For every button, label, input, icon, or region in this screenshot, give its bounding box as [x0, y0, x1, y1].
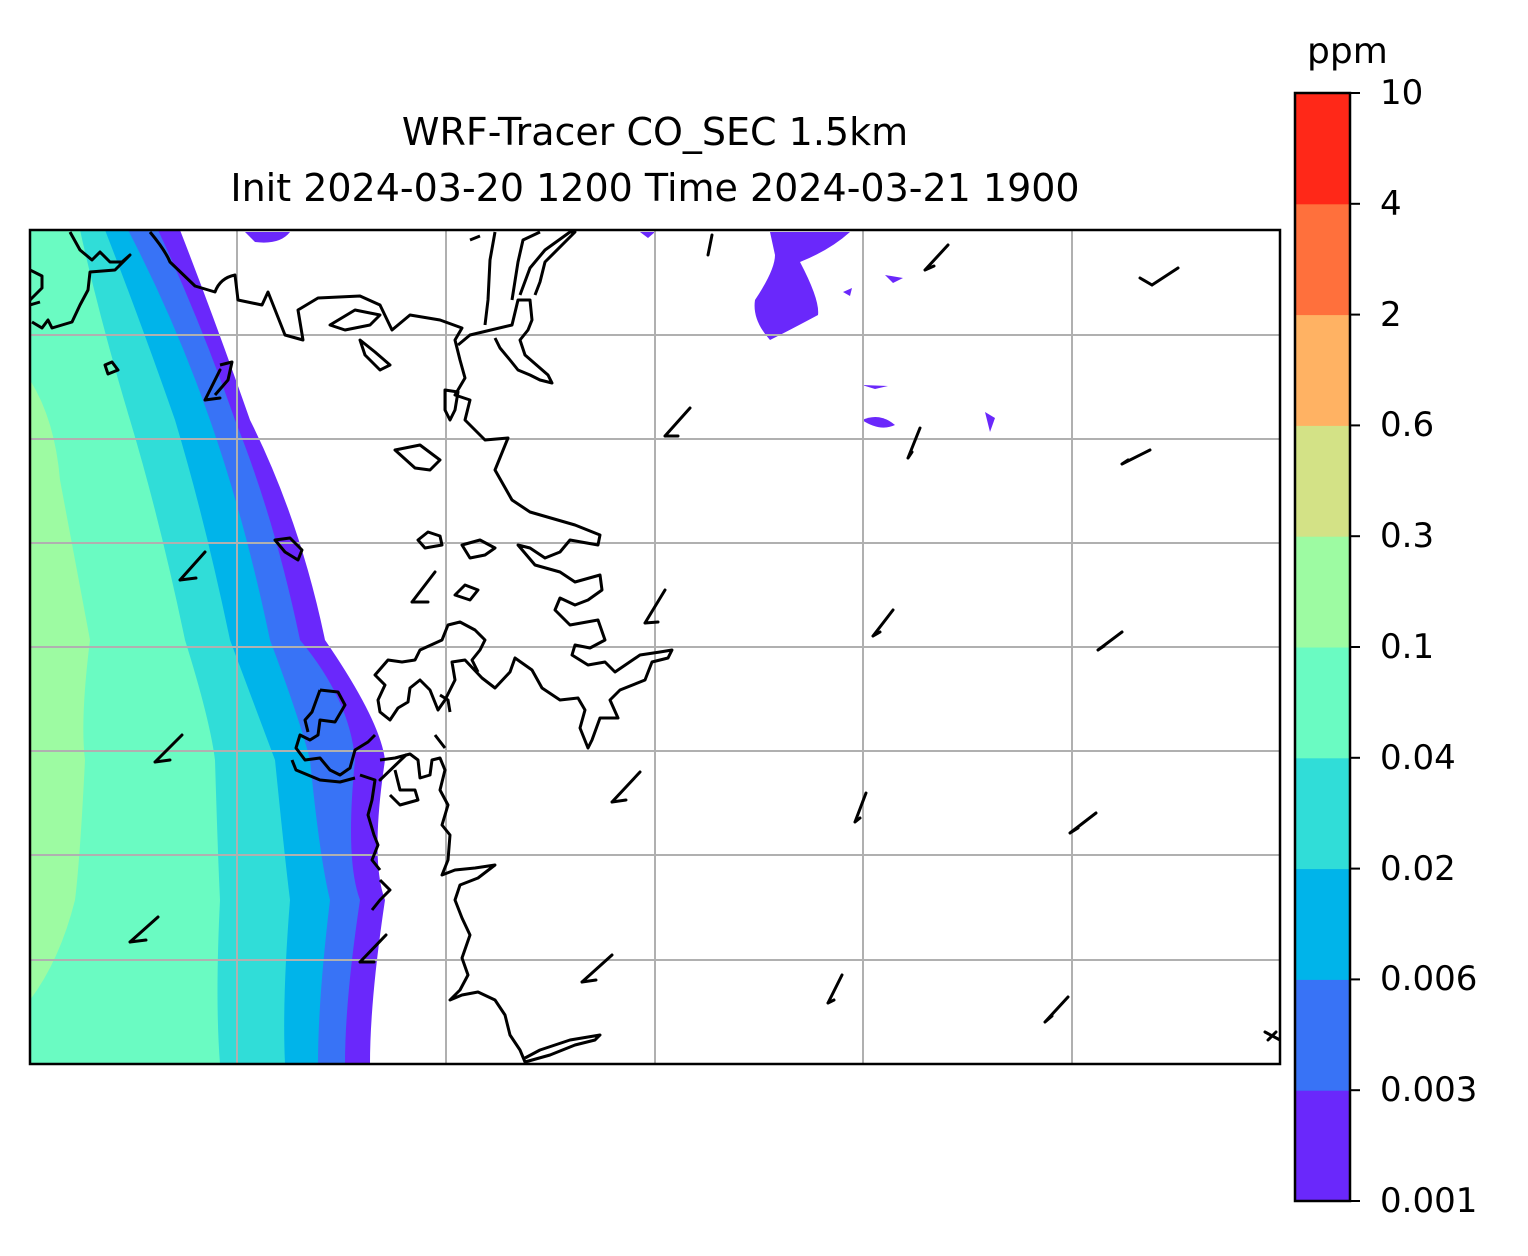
coastline-main — [148, 231, 674, 750]
contour-small-3 — [985, 412, 995, 432]
map-title-line2: Init 2024-03-20 1200 Time 2024-03-21 190… — [230, 166, 1080, 210]
colorbar-tick-label: 0.02 — [1380, 848, 1456, 889]
contour-small-6 — [843, 288, 852, 296]
wind-barb — [706, 233, 714, 257]
coastline-north-2 — [483, 230, 577, 326]
wind-barb — [643, 588, 667, 625]
contour-inland-patch — [754, 232, 850, 340]
colorbar-segment — [1295, 203, 1350, 316]
colorbar-tick-label: 0.6 — [1380, 405, 1435, 446]
wind-barb — [663, 406, 692, 438]
colorbar-tick-label: 0.3 — [1380, 516, 1435, 557]
colorbar-segment — [1295, 757, 1350, 870]
contour-small-4 — [862, 385, 888, 389]
colorbar-tick-label: 0.006 — [1380, 959, 1478, 1000]
wind-barbs — [128, 233, 1280, 1042]
coastline-north-3 — [328, 234, 481, 372]
wind-barb — [378, 753, 408, 782]
colorbar-tick-label: 4 — [1380, 183, 1402, 224]
wind-barb — [203, 368, 222, 402]
wind-barb — [1043, 995, 1070, 1024]
wind-barb — [1068, 811, 1098, 835]
colorbar-segment — [1295, 979, 1350, 1091]
colorbar-unit: ppm — [1307, 31, 1388, 72]
colorbar-tick-label: 0.003 — [1380, 1070, 1478, 1111]
colorbar-tick-label: 0.001 — [1380, 1181, 1478, 1221]
coastline-sound — [290, 688, 377, 784]
contour-small-1 — [245, 232, 290, 243]
map-title-line1: WRF-Tracer CO_SEC 1.5km — [401, 110, 909, 154]
coastline — [30, 230, 674, 1064]
coastline-south — [359, 752, 602, 1064]
wind-barb — [153, 733, 184, 764]
wind-barb — [906, 426, 922, 460]
coastline-misc — [213, 360, 452, 749]
wind-barb — [1120, 448, 1152, 466]
gridlines — [30, 230, 1280, 1064]
colorbar — [1293, 91, 1360, 1203]
wind-barb — [580, 953, 614, 984]
colorbar-segment — [1295, 868, 1350, 980]
colorbar-segment — [1295, 425, 1350, 537]
map-frame — [28, 228, 1282, 1066]
contour-small-7 — [640, 232, 655, 238]
wind-barb — [410, 570, 437, 604]
colorbar-segment — [1295, 647, 1350, 759]
wind-barb — [358, 933, 388, 964]
coastline-north-1 — [457, 298, 554, 385]
coastline-northwest — [30, 231, 132, 330]
colorbar-tick-label: 2 — [1380, 294, 1402, 335]
wind-barb — [128, 915, 160, 944]
colorbar-segment — [1295, 93, 1350, 205]
wind-barb — [1263, 1030, 1280, 1042]
contour-small-5 — [885, 275, 903, 283]
colorbar-tick-label: 10 — [1380, 73, 1424, 113]
contour-small-2 — [862, 416, 895, 428]
wind-barb — [610, 770, 642, 804]
wind-barb — [871, 608, 895, 638]
colorbar-tick-label: 0.1 — [1380, 627, 1435, 667]
wind-barb — [923, 243, 950, 272]
wind-barb — [1138, 266, 1180, 287]
wind-barb — [826, 973, 844, 1005]
wind-barb — [853, 791, 868, 824]
wind-barb — [178, 550, 207, 582]
contour-0.1 — [30, 380, 90, 1000]
colorbar-segment — [1295, 314, 1350, 426]
coastline-island-2 — [103, 360, 304, 562]
colorbar-segment — [1295, 536, 1350, 648]
wind-barb — [1096, 630, 1124, 652]
colorbar-segment — [1295, 1090, 1350, 1202]
coastline-island-1 — [416, 530, 497, 602]
colorbar-tick-label: 0.04 — [1380, 737, 1456, 778]
coastline-north-4 — [393, 388, 460, 472]
